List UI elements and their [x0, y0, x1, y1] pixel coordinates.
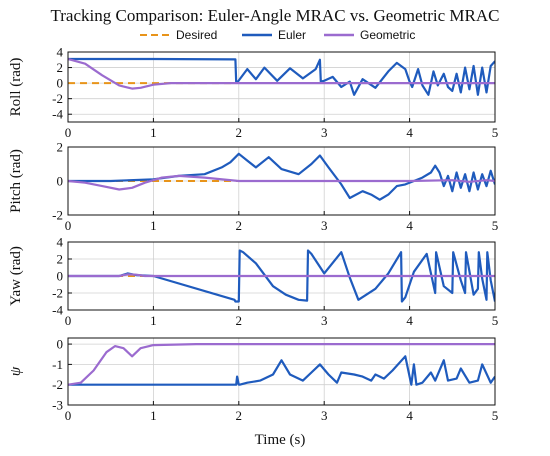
series-euler-line	[68, 152, 495, 201]
series-geometric-line	[68, 343, 495, 386]
y-tick-label: -2	[52, 208, 63, 223]
x-tick-label: 2	[236, 313, 243, 328]
x-tick-label: 4	[406, 125, 413, 140]
axes-frame	[67, 51, 496, 123]
legend-euler-label: Euler	[278, 28, 306, 42]
axes-frame	[67, 146, 496, 216]
y-tick-label: 0	[57, 174, 64, 189]
subplot-4: 0 1 2 3 4 5 0 -1 -2 -3 ψ	[8, 337, 498, 423]
series-euler-line	[68, 249, 495, 303]
x-tick-label: 4	[406, 408, 413, 423]
x-tick-label: 5	[492, 408, 499, 423]
x-tick-label: 5	[492, 125, 499, 140]
x-tick-label: 0	[65, 125, 72, 140]
y-tick-label: 0	[57, 76, 64, 91]
x-axis-title: Time (s)	[255, 432, 306, 448]
series-geometric-line	[68, 174, 495, 191]
legend-desired-label: Desired	[176, 28, 217, 42]
series-geometric-line	[68, 57, 495, 90]
x-tick-label: 3	[321, 313, 328, 328]
x-tick-label: 5	[492, 218, 499, 233]
x-tick-label: 0	[65, 218, 72, 233]
x-tick-label: 2	[236, 218, 243, 233]
y-tick-label: -2	[52, 286, 63, 301]
y-tick-label: 2	[57, 252, 64, 267]
y-tick-label: 4	[57, 235, 64, 250]
y-tick-label: -3	[52, 398, 63, 413]
x-tick-label: 1	[150, 408, 157, 423]
y-tick-label: 0	[57, 337, 64, 352]
y-axis-title: Pitch (rad)	[8, 149, 24, 213]
x-tick-label: 5	[492, 313, 499, 328]
x-tick-label: 0	[65, 313, 72, 328]
y-tick-label: -2	[52, 91, 63, 106]
series-geometric-line	[68, 273, 495, 278]
y-axis-title: ψ	[8, 366, 24, 376]
y-tick-label: 0	[57, 269, 64, 284]
x-tick-label: 4	[406, 313, 413, 328]
legend-geometric-label: Geometric	[360, 28, 415, 42]
figure-title: Tracking Comparison: Euler-Angle MRAC vs…	[50, 6, 499, 25]
axes-frame	[67, 337, 496, 406]
series-euler-line	[68, 57, 495, 96]
y-axis-title: Yaw (rad)	[8, 246, 24, 306]
x-tick-label: 1	[150, 313, 157, 328]
x-tick-label: 3	[321, 125, 328, 140]
y-tick-label: 2	[57, 60, 64, 75]
x-tick-label: 0	[65, 408, 72, 423]
y-tick-label: -4	[52, 303, 63, 318]
y-axis-title: Roll (rad)	[8, 58, 24, 117]
y-tick-label: -1	[52, 357, 63, 372]
y-tick-label: -2	[52, 377, 63, 392]
x-tick-label: 2	[236, 408, 243, 423]
legend: Desired Euler Geometric	[140, 28, 415, 42]
y-tick-label: 2	[57, 140, 64, 155]
y-tick-label: 4	[57, 45, 64, 60]
x-tick-label: 1	[150, 218, 157, 233]
x-tick-label: 2	[236, 125, 243, 140]
axes-frame	[67, 241, 496, 311]
x-tick-label: 3	[321, 218, 328, 233]
x-tick-label: 4	[406, 218, 413, 233]
x-tick-label: 3	[321, 408, 328, 423]
y-tick-label: -4	[52, 107, 63, 122]
series-euler-line	[68, 355, 495, 386]
x-tick-label: 1	[150, 125, 157, 140]
